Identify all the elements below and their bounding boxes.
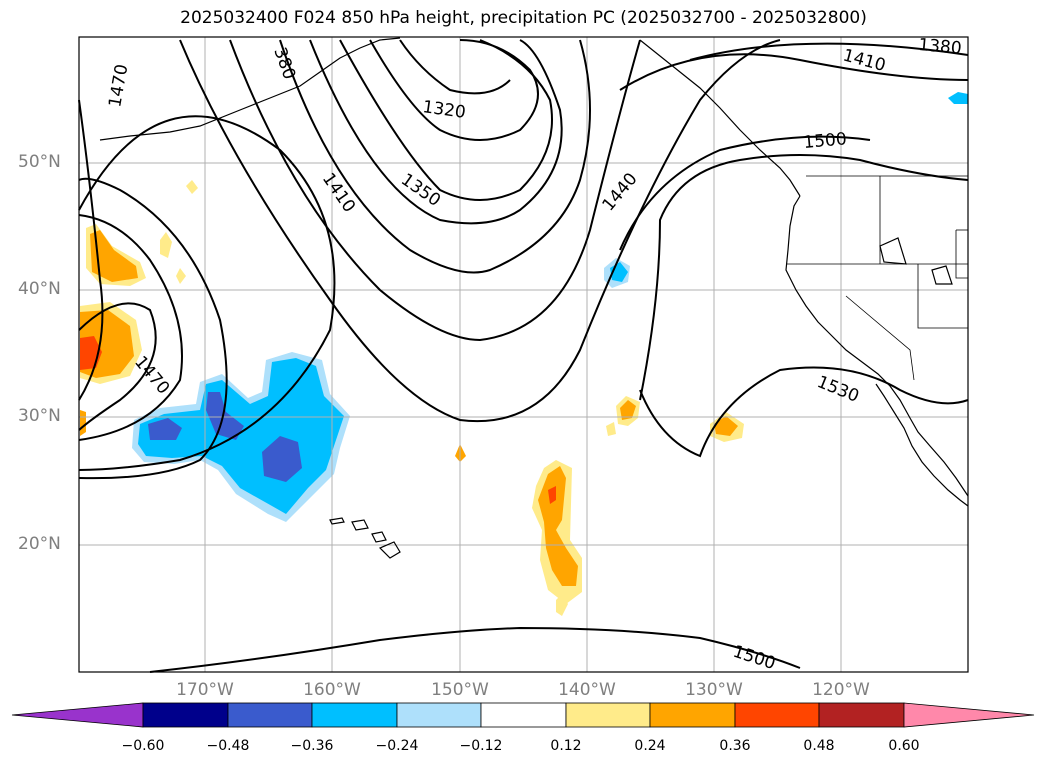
contour-label: 1350 — [397, 170, 444, 211]
lat-label: 50°N — [18, 152, 61, 172]
colorbar-tick-label: −0.12 — [459, 738, 503, 754]
contour-label: 1530 — [814, 372, 862, 407]
lat-label: 20°N — [18, 534, 61, 554]
colorbar-cell — [142, 702, 229, 728]
height-contours — [78, 39, 969, 673]
colorbar-tick-label: 0.12 — [550, 738, 582, 754]
lon-label: 160°W — [303, 680, 361, 700]
colorbar-cell — [818, 702, 905, 728]
contour-label: 1440 — [599, 169, 642, 215]
precip-negative-areas — [132, 92, 968, 522]
colorbar-tick-label: 0.48 — [803, 738, 835, 754]
contour-label: 1410 — [318, 169, 359, 216]
colorbar-tick-label: −0.24 — [375, 738, 419, 754]
contour-label: 1470 — [130, 352, 173, 398]
colorbar-extend-min — [11, 702, 144, 728]
lon-label: 130°W — [685, 680, 743, 700]
lon-label: 140°W — [558, 680, 616, 700]
lon-label: 120°W — [812, 680, 870, 700]
contour-label: 1380 — [918, 35, 963, 59]
lon-label: 150°W — [431, 680, 489, 700]
contour-label: 1470 — [105, 63, 132, 109]
political-boundaries — [786, 175, 968, 381]
lon-label: 170°W — [176, 680, 234, 700]
colorbar-cell — [480, 702, 567, 728]
colorbar-tick-label: 0.60 — [888, 738, 920, 754]
coastlines — [99, 37, 969, 559]
colorbar-tick-label: 0.24 — [634, 738, 666, 754]
colorbar-cell — [396, 702, 482, 728]
lat-label: 40°N — [18, 279, 61, 299]
colorbar-tick-label: −0.60 — [121, 738, 165, 754]
lat-label: 30°N — [18, 406, 61, 426]
contour-labels: 1470 380 1320 1410 1350 1440 1410 1380 1… — [105, 35, 962, 674]
map-title: 2025032400 F024 850 hPa height, precipit… — [180, 8, 867, 28]
colorbar-tick-label: −0.36 — [290, 738, 334, 754]
contour-label: 380 — [269, 45, 299, 82]
colorbar-tick-label: −0.48 — [206, 738, 250, 754]
colorbar-extend-max — [903, 702, 1035, 728]
contour-label: 1500 — [730, 642, 777, 674]
colorbar-cell — [227, 702, 313, 728]
colorbar-cell — [734, 702, 820, 728]
colorbar — [11, 702, 1035, 728]
contour-label: 1500 — [803, 129, 848, 153]
colorbar-cell — [649, 702, 736, 728]
colorbar-tick-label: 0.36 — [719, 738, 751, 754]
gridlines — [79, 37, 968, 672]
colorbar-cell — [565, 702, 651, 728]
colorbar-cell — [311, 702, 398, 728]
map-frame — [78, 36, 969, 673]
